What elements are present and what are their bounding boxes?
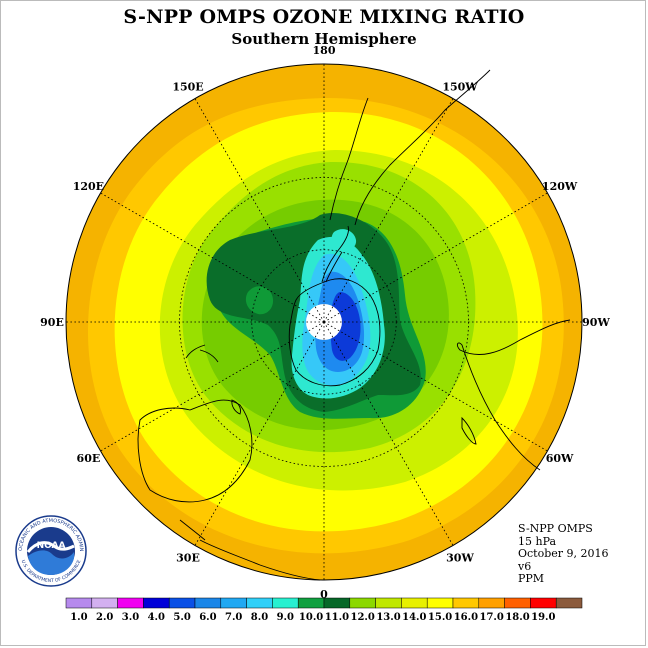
coast-madagascar	[461, 416, 477, 445]
longitude-label: 150E	[172, 80, 203, 93]
coast-indonesia	[179, 519, 321, 581]
vortex-edge-north-blob	[331, 229, 357, 251]
longitude-label: 30E	[176, 552, 200, 565]
longitude-label: 0	[320, 588, 328, 601]
longitude-label: 120E	[73, 180, 104, 193]
meridian-line	[100, 192, 325, 323]
coast-tasmania	[231, 399, 241, 415]
info-units: PPM	[518, 572, 545, 585]
longitude-label: 90E	[40, 316, 64, 329]
longitude-labels: 90W 60W 30W 0 30E 60E 90E 120E 150E 180 150W 120W	[40, 44, 610, 601]
vortex-core	[330, 292, 361, 361]
map-title: S-NPP OMPS OZONE MIXING RATIO	[123, 6, 525, 28]
longitude-label: 60E	[77, 452, 101, 465]
coast-new-zealand	[185, 344, 219, 363]
graticule	[66, 64, 582, 580]
meridian-line	[194, 321, 325, 546]
info-level: 15 hPa	[518, 534, 557, 548]
coast-antarctica	[288, 278, 381, 387]
longitude-label: 30W	[446, 552, 474, 565]
ozone-field	[66, 64, 582, 580]
longitude-label: 180	[313, 44, 336, 57]
coast-antarctic-peninsula	[321, 225, 349, 283]
logo-wave	[28, 550, 74, 575]
longitude-label: 150W	[442, 80, 478, 93]
info-block: S-NPP OMPS 15 hPa October 9, 2016 v6 PPM	[518, 522, 609, 586]
longitude-label: 60W	[546, 452, 574, 465]
band-10-inner-green	[245, 286, 274, 315]
coast-south-america	[329, 69, 491, 226]
meridian-line	[323, 321, 548, 452]
noaa-logo: NATIONAL OCEANIC AND ATMOSPHERIC ADMINIS…	[14, 514, 87, 587]
longitude-label: 120W	[542, 180, 578, 193]
info-instrument: S-NPP OMPS	[518, 522, 593, 535]
logo-text: NOAA	[37, 541, 66, 551]
map-boundary	[65, 63, 583, 581]
meridian-line	[323, 192, 548, 323]
meridian-line	[100, 321, 325, 452]
info-version: v6	[518, 559, 532, 573]
info-date: October 9, 2016	[518, 547, 609, 560]
meridian-line	[323, 98, 454, 323]
map-subtitle: Southern Hemisphere	[231, 30, 417, 48]
coast-australia	[137, 399, 253, 503]
logo-gull	[26, 541, 75, 553]
coastlines	[137, 69, 571, 581]
meridian-line	[194, 98, 325, 323]
longitude-label: 90W	[582, 316, 610, 329]
coast-africa	[456, 319, 571, 471]
meridian-line	[323, 321, 454, 546]
